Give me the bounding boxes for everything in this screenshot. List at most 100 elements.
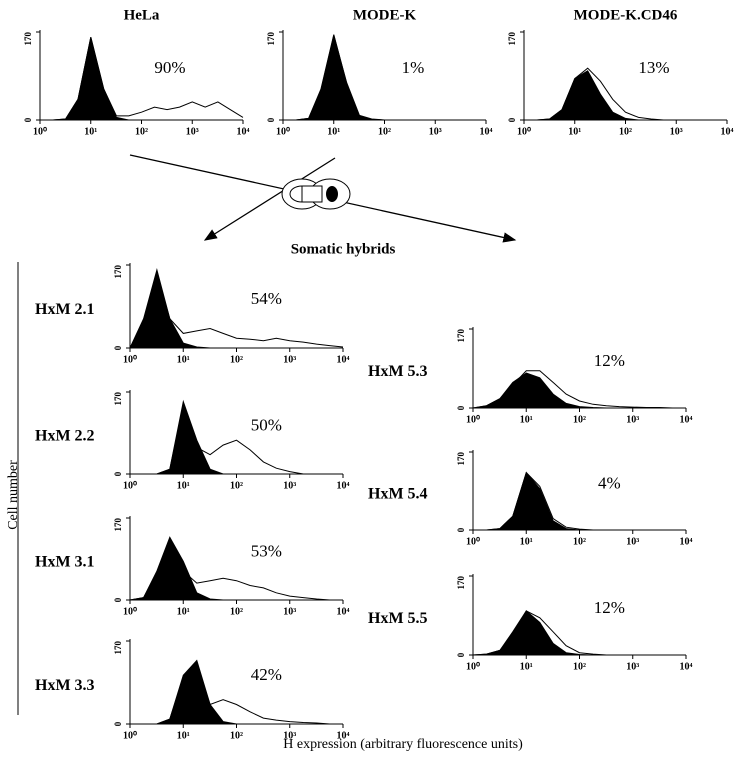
x-tick-label: 10⁴: [337, 480, 350, 491]
percent-annotation: 42%: [251, 665, 282, 684]
x-tick-label: 10²: [573, 661, 586, 672]
x-tick-label: 10²: [619, 126, 632, 137]
outline-histogram: [473, 471, 686, 531]
percent-annotation: 12%: [594, 598, 625, 617]
y-tick-label: 0: [113, 721, 123, 726]
x-tick-label: 10⁴: [680, 661, 693, 672]
x-tick-label: 10¹: [520, 661, 533, 672]
filled-histogram: [473, 471, 686, 531]
x-tick-label: 10¹: [177, 354, 190, 365]
x-tick-label: 10⁰: [123, 606, 137, 617]
x-tick-label: 10²: [378, 126, 391, 137]
panel-title: MODE-K: [353, 7, 417, 23]
y-tick-label: 0: [456, 652, 466, 657]
y-tick-label: 170: [113, 641, 123, 655]
arrow: [203, 157, 336, 241]
percent-annotation: 13%: [638, 58, 669, 77]
filled-histogram: [472, 610, 686, 656]
x-tick-label: 10²: [230, 730, 243, 741]
x-tick-label: 10¹: [177, 480, 190, 491]
x-tick-label: 10²: [573, 414, 586, 425]
x-tick-label: 10³: [283, 354, 296, 365]
filled-histogram: [130, 659, 343, 725]
y-tick-label: 0: [113, 345, 123, 350]
x-tick-label: 10⁰: [517, 126, 531, 137]
x-tick-label: 10¹: [177, 606, 190, 617]
x-tick-label: 10⁰: [466, 414, 480, 425]
y-tick-label: 170: [507, 32, 517, 46]
x-tick-label: 10⁰: [123, 480, 137, 491]
filled-histogram: [40, 37, 243, 121]
panel-title: HxM 3.3: [35, 677, 95, 694]
x-tick-label: 10⁴: [680, 536, 693, 547]
y-tick-label: 0: [113, 597, 123, 602]
y-tick-label: 170: [266, 32, 276, 46]
y-tick-label: 170: [456, 576, 466, 590]
x-axis-label: H expression (arbitrary fluorescence uni…: [283, 737, 523, 752]
outline-histogram: [129, 273, 344, 349]
y-tick-label: 0: [266, 117, 276, 122]
percent-annotation: 4%: [598, 474, 621, 493]
panel-title: HxM 5.4: [368, 486, 428, 503]
outline-histogram: [130, 404, 343, 475]
outline-histogram: [129, 545, 343, 601]
x-tick-label: 10³: [670, 126, 683, 137]
x-tick-label: 10⁴: [337, 354, 350, 365]
y-tick-label: 0: [113, 471, 123, 476]
x-tick-label: 10³: [626, 536, 639, 547]
x-tick-label: 10⁰: [466, 536, 480, 547]
x-tick-label: 10⁰: [33, 126, 47, 137]
y-axis-label: Cell number: [6, 460, 21, 530]
x-tick-label: 10¹: [568, 126, 581, 137]
x-tick-label: 10⁰: [466, 661, 480, 672]
x-tick-label: 10¹: [177, 730, 190, 741]
outline-histogram: [130, 664, 343, 725]
x-tick-label: 10³: [626, 414, 639, 425]
panel-title: HeLa: [124, 7, 160, 23]
y-tick-label: 170: [113, 392, 123, 406]
y-tick-label: 0: [456, 405, 466, 410]
x-tick-label: 10³: [283, 606, 296, 617]
x-tick-label: 10⁴: [680, 414, 693, 425]
panel-title: HxM 3.1: [35, 554, 95, 571]
outline-histogram: [40, 37, 244, 121]
x-tick-label: 10⁴: [480, 126, 493, 137]
center-label: Somatic hybrids: [291, 241, 396, 257]
cell-icon: [281, 178, 351, 210]
x-tick-label: 10³: [283, 480, 296, 491]
outline-histogram: [524, 67, 727, 121]
x-tick-label: 10⁴: [237, 126, 250, 137]
percent-annotation: 54%: [251, 289, 282, 308]
panel-title: MODE-K.CD46: [574, 7, 678, 23]
x-tick-label: 10⁰: [123, 730, 137, 741]
outline-histogram: [283, 35, 486, 121]
y-tick-label: 0: [507, 117, 517, 122]
y-tick-label: 170: [456, 329, 466, 343]
filled-histogram: [472, 372, 686, 409]
x-tick-label: 10³: [626, 661, 639, 672]
y-tick-label: 0: [23, 117, 33, 122]
x-tick-label: 10¹: [520, 414, 533, 425]
x-tick-label: 10¹: [520, 536, 533, 547]
y-tick-label: 0: [456, 527, 466, 532]
y-tick-label: 170: [113, 518, 123, 532]
percent-annotation: 50%: [251, 415, 282, 434]
x-tick-label: 10²: [135, 126, 148, 137]
filled-histogram: [129, 536, 343, 601]
panel-title: HxM 5.3: [368, 363, 428, 380]
x-tick-label: 10⁴: [337, 606, 350, 617]
x-tick-label: 10⁴: [721, 126, 734, 137]
x-tick-label: 10³: [429, 126, 442, 137]
x-tick-label: 10⁴: [337, 730, 350, 741]
x-tick-label: 10²: [230, 480, 243, 491]
x-tick-label: 10¹: [84, 126, 97, 137]
y-tick-label: 170: [456, 452, 466, 466]
filled-histogram: [130, 399, 343, 475]
percent-annotation: 53%: [251, 541, 282, 560]
x-tick-label: 10²: [230, 606, 243, 617]
percent-annotation: 1%: [402, 58, 425, 77]
x-tick-label: 10³: [283, 730, 296, 741]
panel-title: HxM 2.1: [35, 301, 95, 318]
panel-title: HxM 2.2: [35, 428, 95, 445]
